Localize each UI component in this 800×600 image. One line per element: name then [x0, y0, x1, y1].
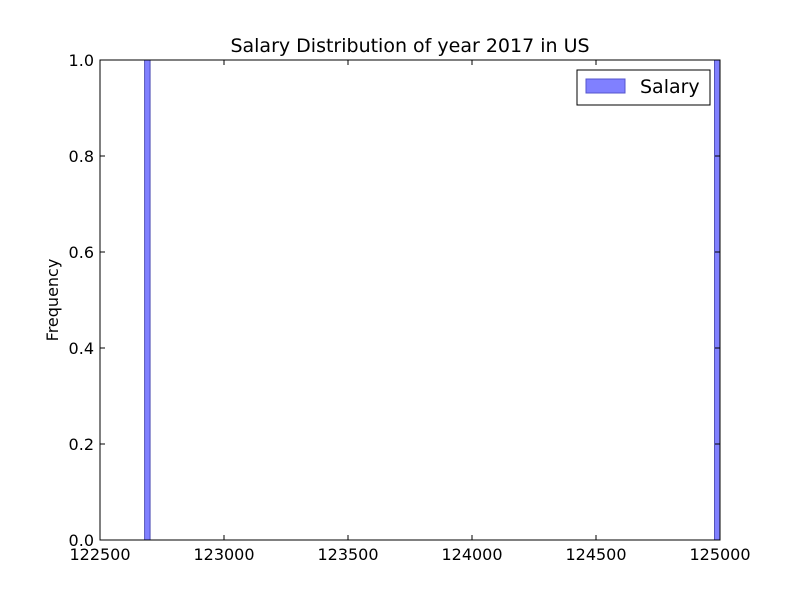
plot-frame — [99, 59, 721, 541]
legend-label-salary: Salary — [640, 76, 700, 98]
y-tick-label: 0.2 — [69, 435, 94, 454]
y-tick-label: 1.0 — [69, 51, 94, 70]
x-tick-label: 124000 — [441, 545, 502, 564]
histogram-bar — [714, 59, 721, 541]
legend: Salary — [576, 69, 711, 106]
y-axis-label: Frequency — [43, 259, 62, 342]
histogram-bar — [144, 59, 151, 541]
x-tick-label: 123000 — [193, 545, 254, 564]
y-tick-label: 0.8 — [69, 147, 94, 166]
legend-swatch-salary — [585, 78, 626, 94]
x-tick-label: 123500 — [317, 545, 378, 564]
x-tick-label: 125000 — [689, 545, 750, 564]
chart-title: Salary Distribution of year 2017 in US — [230, 35, 589, 57]
ticks-layer: 122500 123000 123500 124000 124500 125000 0.0 0… — [69, 51, 751, 564]
x-tick-label: 122500 — [69, 545, 130, 564]
y-tick-label: 0.6 — [69, 243, 94, 262]
y-tick-label: 0.4 — [69, 339, 94, 358]
x-tick-label: 124500 — [565, 545, 626, 564]
y-tick-label: 0.0 — [69, 531, 94, 550]
bars-layer — [144, 59, 721, 541]
